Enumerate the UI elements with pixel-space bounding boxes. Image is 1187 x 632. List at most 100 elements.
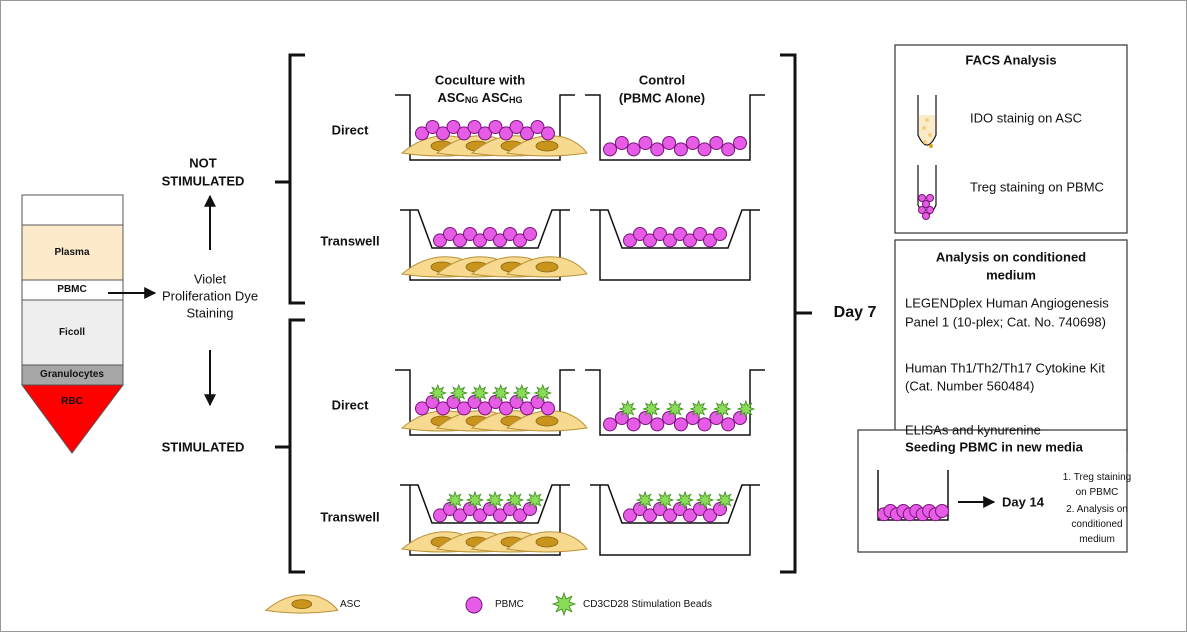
subscript: NG xyxy=(465,95,479,105)
pbmc xyxy=(698,143,711,156)
row-label: Direct xyxy=(332,399,369,412)
tube-label: Granulocytes xyxy=(40,370,104,380)
pbmc xyxy=(604,418,617,431)
seeding-step: conditioned xyxy=(1071,520,1122,530)
tube-layer xyxy=(22,195,123,225)
pbmc xyxy=(734,137,747,150)
stimulation-bead xyxy=(677,492,693,508)
asc-nucleus xyxy=(536,537,558,547)
box-title: FACS Analysis xyxy=(965,54,1056,67)
column-header: Control xyxy=(639,74,685,87)
pbmc xyxy=(627,418,640,431)
stimulation-bead xyxy=(714,401,730,417)
asc-nucleus xyxy=(292,600,312,609)
conditioned-item: LEGENDplex Human Angiogenesis xyxy=(905,297,1109,310)
stimulation-bead xyxy=(472,385,488,401)
pbmc xyxy=(722,418,735,431)
seeding-step: Analysis on xyxy=(1066,505,1128,515)
pbmc xyxy=(466,597,482,613)
seeding-step: on PBMC xyxy=(1076,488,1119,498)
stimulation-bead xyxy=(527,492,543,508)
asc-nucleus xyxy=(536,141,558,151)
facs-item: Treg staining on PBMC xyxy=(970,181,1104,194)
staining-text: Staining xyxy=(187,307,234,320)
row-label: Transwell xyxy=(320,511,379,524)
stimulation-bead xyxy=(697,492,713,508)
pbmc xyxy=(627,143,640,156)
stimulation-bead xyxy=(535,385,551,401)
pbmc xyxy=(936,505,949,518)
asc-nucleus xyxy=(536,416,558,426)
pbmc xyxy=(698,418,711,431)
staining-text: Violet xyxy=(194,273,226,286)
pbmc xyxy=(615,137,628,150)
stimulation-bead xyxy=(643,401,659,417)
asc-nucleus xyxy=(536,262,558,272)
pbmc xyxy=(686,137,699,150)
pbmc xyxy=(714,228,727,241)
tube-label: PBMC xyxy=(57,285,86,295)
tube-label: Ficoll xyxy=(59,328,85,338)
pbmc xyxy=(524,228,537,241)
stimulation-bead xyxy=(493,385,509,401)
pbmc xyxy=(604,143,617,156)
day-label: Day 7 xyxy=(834,305,877,321)
legend-label: ASC xyxy=(340,600,361,610)
stimulation-bead xyxy=(637,492,653,508)
conditioned-item: Panel 1 (10-plex; Cat. No. 740698) xyxy=(905,316,1106,329)
ido-dot xyxy=(929,144,933,148)
day-label: Day 14 xyxy=(1002,496,1044,509)
legend-label: PBMC xyxy=(495,600,524,610)
stimulation-bead xyxy=(447,492,463,508)
box-title: medium xyxy=(986,269,1036,282)
stimulation-bead xyxy=(430,385,446,401)
column-header: (PBMC Alone) xyxy=(619,92,705,105)
seeding-step: medium xyxy=(1079,535,1115,545)
stimulation-bead xyxy=(467,492,483,508)
figure: Plasma PBMC Ficoll Granulocytes RBC Violet Pro… xyxy=(0,0,1187,632)
tube-label: RBC xyxy=(61,397,83,407)
bracket xyxy=(290,55,305,303)
pbmc xyxy=(722,143,735,156)
legend-label: CD3CD28 Stimulation Beads xyxy=(583,600,712,610)
pbmc xyxy=(674,143,687,156)
pbmc xyxy=(639,137,652,150)
stimulation-bead xyxy=(514,385,530,401)
pbmc xyxy=(542,402,555,415)
header-part: ASC xyxy=(437,90,464,105)
stimulation-bead xyxy=(620,401,636,417)
stimulation-bead xyxy=(691,401,707,417)
row-label: Transwell xyxy=(320,235,379,248)
condition-label: NOT xyxy=(189,157,216,170)
conditioned-item: ELISAs and kynurenine xyxy=(905,424,1041,437)
pbmc xyxy=(923,213,930,220)
condition-label: STIMULATED xyxy=(162,175,245,188)
tube-fill xyxy=(919,115,935,145)
tube-label: Plasma xyxy=(54,248,89,258)
subscript: HG xyxy=(509,95,523,105)
staining-text: Proliferation Dye xyxy=(162,290,258,303)
pbmc xyxy=(651,418,664,431)
stimulation-bead xyxy=(717,492,733,508)
pbmc xyxy=(542,127,555,140)
pbmc xyxy=(710,137,723,150)
facs-item: IDO stainig on ASC xyxy=(970,112,1082,125)
pbmc xyxy=(651,143,664,156)
column-header: Coculture with xyxy=(435,74,525,87)
pbmc xyxy=(663,137,676,150)
row-label: Direct xyxy=(332,124,369,137)
box-title: Analysis on conditioned xyxy=(936,251,1086,264)
condition-label: STIMULATED xyxy=(162,441,245,454)
stimulation-bead xyxy=(738,401,754,417)
bracket xyxy=(780,55,795,572)
conditioned-item: (Cat. Number 560484) xyxy=(905,380,1034,393)
stimulation-bead xyxy=(657,492,673,508)
conditioned-item: Human Th1/Th2/Th17 Cytokine Kit xyxy=(905,362,1105,375)
stimulation-bead xyxy=(507,492,523,508)
box-title: Seeding PBMC in new media xyxy=(905,441,1083,454)
stimulation-bead xyxy=(667,401,683,417)
column-header: ASCNG ASCHG xyxy=(437,91,522,105)
seeding-step: Treg staining xyxy=(1063,473,1131,483)
pbmc xyxy=(674,418,687,431)
header-part: ASC xyxy=(482,90,509,105)
